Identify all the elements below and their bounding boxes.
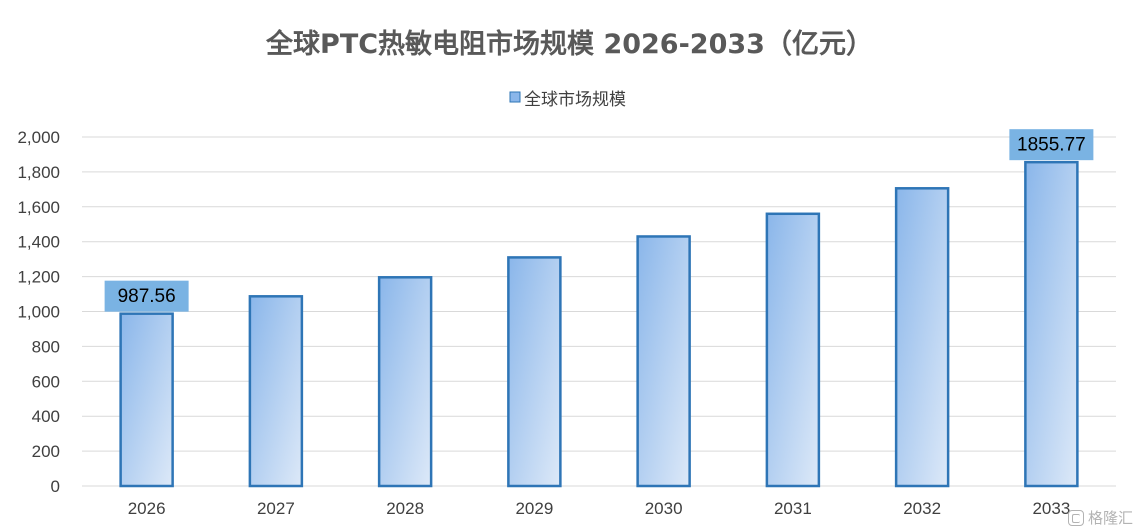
data-label-background: [104, 280, 189, 312]
gelonghui-logo-icon: [1067, 509, 1084, 526]
y-tick-label: 800: [32, 337, 60, 356]
y-tick-label: 1,600: [17, 198, 60, 217]
y-tick-label: 400: [32, 407, 60, 426]
x-tick-label: 2032: [903, 499, 941, 518]
x-tick-label: 2031: [774, 499, 812, 518]
data-label-2033: 1855.77: [1009, 129, 1094, 161]
x-tick-label: 2027: [257, 499, 295, 518]
x-axis-ticks: 2026 2027 2028 2029 2030 2031 2032 2033: [128, 499, 1071, 518]
y-tick-label: 1,000: [17, 303, 60, 322]
x-tick-label: 2026: [128, 499, 166, 518]
watermark: 格隆汇: [1067, 507, 1133, 528]
bar-2033: [1024, 160, 1079, 488]
legend-swatch: [509, 91, 521, 103]
legend-label: 全球市场规模: [524, 90, 626, 110]
data-label-2026: 987.56: [104, 280, 189, 312]
x-tick-label: 2029: [515, 499, 553, 518]
data-label-background: [1009, 129, 1094, 161]
watermark-text: 格隆汇: [1087, 509, 1133, 527]
chart-title: 全球PTC热敏电阻市场规模 2026-2033（亿元）: [266, 29, 873, 60]
x-tick-label: 2033: [1032, 499, 1070, 518]
y-tick-label: 0: [51, 477, 60, 496]
bar-2031: [765, 212, 821, 488]
y-tick-label: 2,000: [17, 128, 60, 147]
gridlines: [82, 136, 1116, 487]
bars: [119, 160, 1079, 488]
data-label-text: 1855.77: [1017, 135, 1086, 156]
legend: 全球市场规模: [509, 90, 626, 110]
data-label-text: 987.56: [118, 286, 176, 307]
y-tick-label: 1,800: [17, 163, 60, 182]
y-tick-label: 1,200: [17, 268, 60, 287]
bar-2030: [636, 235, 691, 488]
bar-2032: [894, 187, 950, 488]
y-axis-ticks: 0 200 400 600 800 1,000 1,200 1,400 1,600 1,800 2,…: [17, 128, 60, 496]
x-tick-label: 2030: [645, 499, 683, 518]
bar-2026: [119, 312, 174, 488]
bar-2027: [248, 295, 304, 488]
y-tick-label: 600: [32, 372, 60, 391]
x-tick-label: 2028: [386, 499, 424, 518]
bar-2028: [377, 276, 433, 488]
y-tick-label: 1,400: [17, 233, 60, 252]
bar-2029: [507, 256, 562, 488]
data-labels: 987.56 1855.77: [104, 129, 1094, 312]
y-tick-label: 200: [32, 442, 60, 461]
